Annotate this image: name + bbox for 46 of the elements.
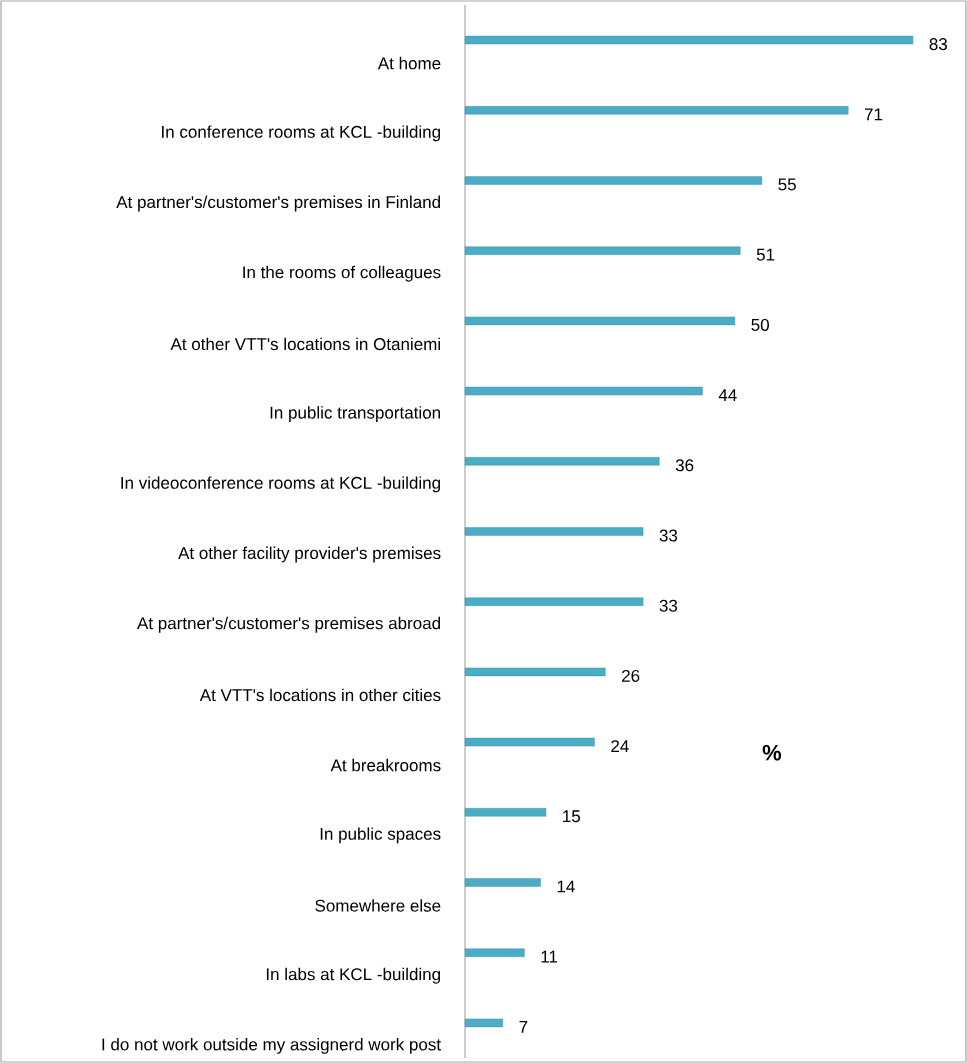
y-tick-label: I do not work outside my assignerd work post [102, 1037, 441, 1054]
data-label: 33 [659, 599, 678, 612]
y-tick-label: At home [377, 56, 441, 70]
bar [464, 667, 606, 677]
bar [464, 808, 547, 817]
bar [464, 878, 541, 887]
y-tick-label: At partner's/customer's premises abroad [137, 616, 440, 633]
bar [464, 527, 644, 536]
bar [464, 106, 849, 115]
y-tick-label: In public spaces [320, 827, 441, 844]
data-label: 51 [756, 248, 775, 261]
data-label: 71 [864, 108, 883, 121]
data-label: 24 [611, 740, 629, 753]
y-tick-label: Somewhere else [315, 899, 441, 912]
bar [464, 35, 914, 45]
data-label: 26 [622, 669, 640, 682]
y-tick-label: In the rooms of colleagues [243, 265, 441, 282]
y-tick-label: At breakrooms [330, 758, 441, 772]
data-label: 36 [675, 459, 694, 472]
bar [464, 457, 660, 466]
data-label: 14 [557, 880, 575, 893]
data-label: 50 [751, 318, 769, 331]
y-tick-label: In conference rooms at KCL -building [162, 125, 440, 142]
data-label: 55 [778, 178, 796, 191]
y-tick-label: At VTT's locations in other cities [199, 688, 441, 702]
y-tick-label: At other VTT's locations in Otaniemi [170, 337, 440, 351]
data-label: 83 [929, 38, 947, 51]
data-label: 15 [563, 810, 581, 823]
data-label: 33 [659, 529, 678, 542]
bar [464, 948, 525, 957]
data-label: 11 [541, 950, 558, 963]
y-tick-label: In videoconference rooms at KCL -building [121, 476, 440, 493]
bar [464, 597, 644, 606]
bar [464, 176, 763, 185]
annotation: % [762, 744, 782, 761]
y-tick-label: At partner's/customer's premises in Finland [116, 195, 440, 212]
bar [464, 246, 741, 255]
y-tick-label: In labs at KCL -building [266, 967, 440, 984]
y-tick-label: In public transportation [270, 406, 440, 423]
bar [464, 737, 595, 747]
data-label: 7 [519, 1021, 528, 1033]
bar [464, 316, 736, 326]
bar [464, 1018, 503, 1028]
data-label: 44 [718, 389, 737, 401]
y-tick-label: At other facility provider's premises [178, 546, 441, 563]
bar [464, 386, 703, 396]
